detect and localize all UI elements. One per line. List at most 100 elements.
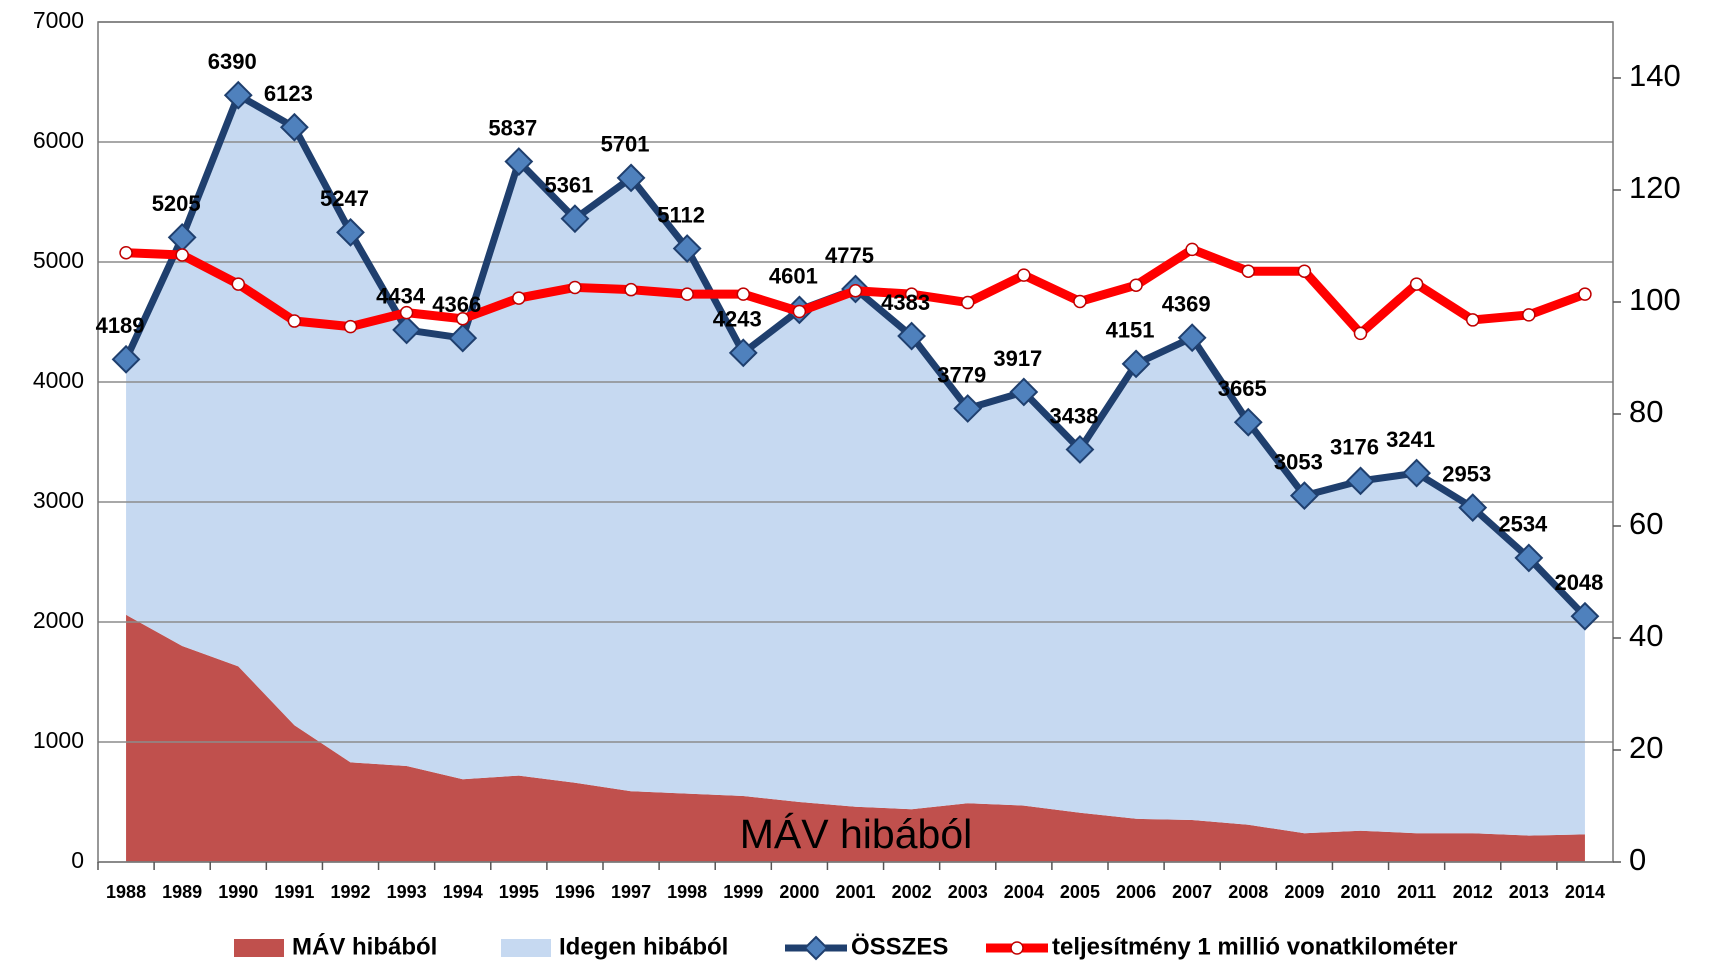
legend-label: teljesítmény 1 millió vonatkilométer bbox=[1052, 933, 1457, 960]
marker bbox=[1578, 287, 1592, 301]
data-label: 4369 bbox=[1162, 292, 1211, 317]
x-tick-label: 1991 bbox=[274, 882, 314, 902]
marker bbox=[448, 323, 478, 353]
area bbox=[126, 95, 1585, 836]
data-label: 2048 bbox=[1554, 570, 1603, 595]
x-tick-label: 1997 bbox=[611, 882, 651, 902]
x-tick-label: 1995 bbox=[499, 882, 539, 902]
marker bbox=[736, 287, 751, 301]
y2-tick-label: 140 bbox=[1629, 58, 1681, 93]
marker bbox=[504, 147, 534, 176]
x-tick-label: 2002 bbox=[892, 882, 932, 902]
data-label: 5837 bbox=[488, 115, 537, 140]
marker bbox=[1297, 264, 1312, 278]
marker bbox=[1465, 313, 1480, 327]
x-tick-label: 1996 bbox=[555, 882, 595, 902]
data-label: 3438 bbox=[1049, 403, 1098, 428]
marker bbox=[512, 291, 526, 305]
marker bbox=[119, 245, 133, 260]
y2-tick-label: 20 bbox=[1629, 730, 1663, 765]
y-tick-label: 7000 bbox=[33, 7, 84, 33]
marker bbox=[1017, 268, 1031, 282]
marker bbox=[960, 295, 975, 310]
x-tick-label: 1993 bbox=[387, 882, 427, 902]
x-tick-label: 1992 bbox=[330, 882, 370, 902]
data-label: 4366 bbox=[432, 292, 481, 317]
marker bbox=[1185, 242, 1199, 257]
marker bbox=[1522, 308, 1536, 322]
x-tick-label: 1988 bbox=[106, 882, 146, 902]
x-tick-label: 2005 bbox=[1060, 882, 1100, 902]
legend-label: MÁV hibából bbox=[292, 932, 437, 960]
x-tick-label: 2009 bbox=[1284, 882, 1324, 902]
marker bbox=[680, 287, 694, 301]
data-label: 4775 bbox=[825, 243, 874, 268]
marker bbox=[1570, 601, 1600, 631]
y2-tick-label: 80 bbox=[1629, 394, 1663, 429]
data-label: 5247 bbox=[320, 186, 369, 211]
data-label: 3176 bbox=[1330, 435, 1379, 460]
marker bbox=[336, 217, 365, 247]
y-tick-label: 2000 bbox=[33, 607, 84, 633]
legend-label: ÖSSZES bbox=[851, 933, 948, 960]
x-tick-label: 2000 bbox=[779, 882, 819, 902]
marker bbox=[111, 344, 141, 374]
legend-swatch bbox=[501, 939, 551, 957]
data-label: 4601 bbox=[769, 264, 818, 289]
x-tick-label: 2011 bbox=[1397, 882, 1436, 902]
data-label: 4189 bbox=[96, 313, 145, 338]
data-label: 4243 bbox=[713, 307, 762, 332]
y-tick-label: 3000 bbox=[33, 487, 84, 513]
marker bbox=[279, 112, 309, 142]
grid bbox=[97, 21, 1614, 863]
y2-tick-label: 40 bbox=[1629, 618, 1663, 653]
x-tick-label: 2014 bbox=[1565, 882, 1605, 902]
y2-tick-label: 100 bbox=[1629, 282, 1681, 317]
marker bbox=[1177, 323, 1207, 353]
marker bbox=[1073, 294, 1087, 309]
x-tick-label: 2003 bbox=[948, 882, 988, 902]
x-tick-label: 2012 bbox=[1453, 882, 1493, 902]
marker bbox=[455, 312, 470, 326]
y-tick-label: 4000 bbox=[33, 367, 84, 393]
y-tick-label: 6000 bbox=[33, 127, 84, 153]
legend-marker bbox=[1010, 941, 1024, 955]
data-label: 5205 bbox=[152, 191, 201, 216]
x-tick-label: 1999 bbox=[723, 882, 763, 902]
data-label: 4151 bbox=[1106, 318, 1155, 343]
marker bbox=[953, 394, 983, 423]
x-tick-label: 2001 bbox=[835, 882, 875, 902]
y-tick-label: 1000 bbox=[33, 727, 84, 753]
x-tick-label: 2006 bbox=[1116, 882, 1156, 902]
marker bbox=[231, 277, 246, 291]
data-label: 5701 bbox=[601, 132, 650, 157]
data-label: 3241 bbox=[1386, 427, 1435, 452]
x-tick-label: 2008 bbox=[1228, 882, 1268, 902]
data-label: 3779 bbox=[937, 362, 986, 387]
marker bbox=[616, 163, 646, 193]
marker bbox=[848, 284, 863, 298]
marker bbox=[392, 315, 422, 345]
marker bbox=[1121, 349, 1151, 379]
x-tick-label: 1990 bbox=[218, 882, 258, 902]
marker bbox=[1009, 377, 1039, 407]
y-tick-label: 5000 bbox=[33, 247, 84, 273]
marker bbox=[1346, 466, 1375, 496]
marker bbox=[175, 248, 189, 262]
marker bbox=[1129, 278, 1143, 292]
data-label: 6123 bbox=[264, 81, 313, 106]
legend-swatch bbox=[234, 939, 284, 957]
marker bbox=[728, 338, 758, 368]
marker bbox=[1409, 277, 1424, 291]
marker bbox=[568, 280, 582, 295]
lines bbox=[111, 80, 1600, 631]
legend-marker bbox=[803, 935, 829, 961]
marker bbox=[624, 282, 638, 297]
x-tick-label: 2013 bbox=[1509, 882, 1549, 902]
area bbox=[126, 614, 1585, 862]
marker bbox=[1514, 543, 1544, 573]
data-label: 3665 bbox=[1218, 376, 1267, 401]
data-label: 5361 bbox=[544, 172, 593, 197]
x-tick-label: 1998 bbox=[667, 882, 707, 902]
